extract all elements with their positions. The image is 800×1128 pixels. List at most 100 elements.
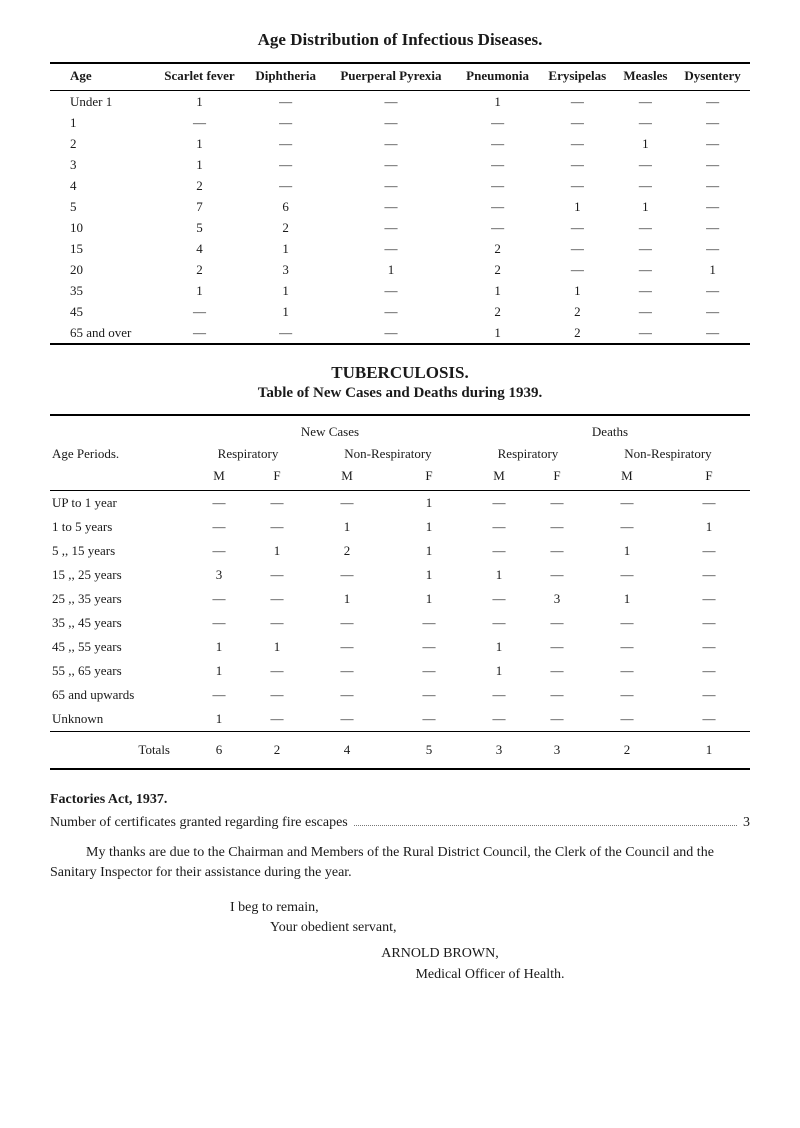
cell: — xyxy=(528,563,586,587)
cell: — xyxy=(528,683,586,707)
cell: 1 xyxy=(470,563,528,587)
cell: — xyxy=(470,683,528,707)
cell: 3 xyxy=(190,563,248,587)
thanks-paragraph: My thanks are due to the Chairman and Me… xyxy=(50,843,750,884)
t2-group-header-row: New Cases Deaths xyxy=(50,415,750,443)
cell: — xyxy=(326,322,456,344)
cell: — xyxy=(586,491,668,516)
cell: 1 xyxy=(190,707,248,732)
cell: — xyxy=(248,707,306,732)
cell: — xyxy=(248,611,306,635)
th-f: F xyxy=(388,465,470,491)
cell: — xyxy=(388,635,470,659)
cell: — xyxy=(190,587,248,611)
cell: — xyxy=(616,91,676,113)
row-label: 10 xyxy=(50,217,153,238)
cell: 2 xyxy=(153,175,245,196)
cell: 1 xyxy=(388,563,470,587)
signature-name: ARNOLD BROWN, xyxy=(130,944,750,964)
cell: — xyxy=(616,175,676,196)
cell: — xyxy=(668,683,750,707)
cell: — xyxy=(675,217,750,238)
cell: — xyxy=(326,301,456,322)
total-cell: 3 xyxy=(528,732,586,770)
cell: — xyxy=(528,515,586,539)
cell: — xyxy=(456,217,539,238)
cell: — xyxy=(153,112,245,133)
row-label: 4 xyxy=(50,175,153,196)
cell: — xyxy=(675,133,750,154)
tuberculosis-subtitle: Table of New Cases and Deaths during 193… xyxy=(50,385,750,402)
cell: 2 xyxy=(153,259,245,280)
cell: 1 xyxy=(153,154,245,175)
cell: — xyxy=(456,133,539,154)
cell: — xyxy=(470,611,528,635)
tuberculosis-title: TUBERCULOSIS. xyxy=(50,363,750,383)
row-label: 1 to 5 years xyxy=(50,515,190,539)
cell: — xyxy=(528,707,586,732)
cell: — xyxy=(586,683,668,707)
cell: 2 xyxy=(246,217,326,238)
row-label: 65 and over xyxy=(50,322,153,344)
cell: — xyxy=(616,301,676,322)
cell: — xyxy=(190,491,248,516)
total-cell: 5 xyxy=(388,732,470,770)
cell: 1 xyxy=(456,322,539,344)
cell: — xyxy=(388,707,470,732)
row-label: 15 ,, 25 years xyxy=(50,563,190,587)
cell: — xyxy=(675,91,750,113)
table-row: 42—————— xyxy=(50,175,750,196)
cell: — xyxy=(528,611,586,635)
table-row: 1 to 5 years——11———1 xyxy=(50,515,750,539)
cell: — xyxy=(528,635,586,659)
row-label: 15 xyxy=(50,238,153,259)
cell: — xyxy=(326,280,456,301)
total-cell: 1 xyxy=(668,732,750,770)
closing-line-1: I beg to remain, xyxy=(230,898,750,918)
total-cell: 3 xyxy=(470,732,528,770)
cell: — xyxy=(528,539,586,563)
th-resp-nc: Respiratory xyxy=(190,443,306,465)
cell: — xyxy=(616,259,676,280)
cell: — xyxy=(326,238,456,259)
table-row: 576——11— xyxy=(50,196,750,217)
th-age: Age xyxy=(50,63,153,91)
cell: — xyxy=(306,635,388,659)
cell: 1 xyxy=(456,91,539,113)
cell: — xyxy=(616,238,676,259)
factories-heading: Factories Act, 1937. xyxy=(50,790,750,810)
cell: — xyxy=(326,112,456,133)
cell: — xyxy=(675,238,750,259)
infectious-diseases-table: Age Scarlet fever Diphtheria Puerperal P… xyxy=(50,62,750,345)
cell: — xyxy=(528,659,586,683)
row-label: 20 xyxy=(50,259,153,280)
cell: — xyxy=(586,659,668,683)
totals-label: Totals xyxy=(50,732,190,770)
cell: — xyxy=(539,133,616,154)
cell: 1 xyxy=(539,280,616,301)
cell: 1 xyxy=(456,280,539,301)
table-row: 55 ,, 65 years1———1——— xyxy=(50,659,750,683)
cell: — xyxy=(306,491,388,516)
cell: — xyxy=(190,515,248,539)
cell: — xyxy=(668,563,750,587)
th-m: M xyxy=(190,465,248,491)
th-deaths: Deaths xyxy=(470,415,750,443)
th-dysentery: Dysentery xyxy=(675,63,750,91)
row-label: 35 ,, 45 years xyxy=(50,611,190,635)
total-cell: 2 xyxy=(586,732,668,770)
cell: — xyxy=(616,112,676,133)
table-row: 1541—2——— xyxy=(50,238,750,259)
cell: 2 xyxy=(539,322,616,344)
table-row: 45—1—22—— xyxy=(50,301,750,322)
th-resp-d: Respiratory xyxy=(470,443,586,465)
cell: — xyxy=(616,322,676,344)
cell: 1 xyxy=(616,133,676,154)
cell: 1 xyxy=(248,635,306,659)
th-m: M xyxy=(470,465,528,491)
table-row: 202312——1 xyxy=(50,259,750,280)
cell: — xyxy=(248,515,306,539)
cell: — xyxy=(539,175,616,196)
cell: 1 xyxy=(326,259,456,280)
factories-text: Number of certificates granted regarding… xyxy=(50,813,348,833)
